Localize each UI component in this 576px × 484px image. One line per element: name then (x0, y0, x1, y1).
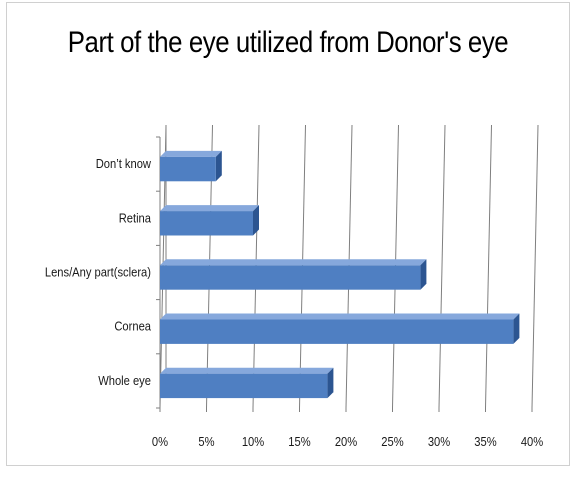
category-label: Don’t know (96, 156, 151, 171)
bar-side-face (215, 150, 222, 182)
category-label: Cornea (114, 319, 151, 334)
gridline (531, 124, 539, 409)
category-label: Whole eye (98, 373, 151, 388)
x-tick-label: 0% (152, 434, 168, 449)
bar-top-face (160, 367, 334, 374)
chart-title: Part of the eye utilized from Donor's ey… (67, 26, 509, 59)
bar-side-face (513, 313, 520, 344)
x-tick-label: 5% (198, 434, 214, 449)
bar-side-face (327, 367, 334, 399)
category-label: Retina (119, 211, 152, 226)
bar (160, 156, 216, 182)
x-tick-label: 40% (521, 434, 544, 449)
bar-top-face (160, 150, 222, 157)
gridline (438, 124, 446, 409)
category-label: Lens/Any part(sclera) (45, 265, 151, 280)
x-tick-label: 15% (288, 434, 311, 449)
bar-side-face (420, 259, 427, 290)
bar-top-face (160, 205, 259, 212)
bar-top-face (160, 313, 520, 320)
x-tick-label: 20% (335, 434, 358, 449)
bar-side-face (253, 205, 259, 236)
bar (160, 211, 253, 236)
gridline (485, 124, 492, 409)
bar (160, 373, 328, 399)
x-tick-label: 30% (428, 434, 451, 449)
x-tick-label: 25% (381, 434, 404, 449)
bar (160, 319, 514, 344)
x-tick-label: 10% (242, 434, 265, 449)
bar-top-face (160, 259, 427, 266)
bar (160, 265, 421, 290)
x-tick-label: 35% (474, 434, 497, 449)
